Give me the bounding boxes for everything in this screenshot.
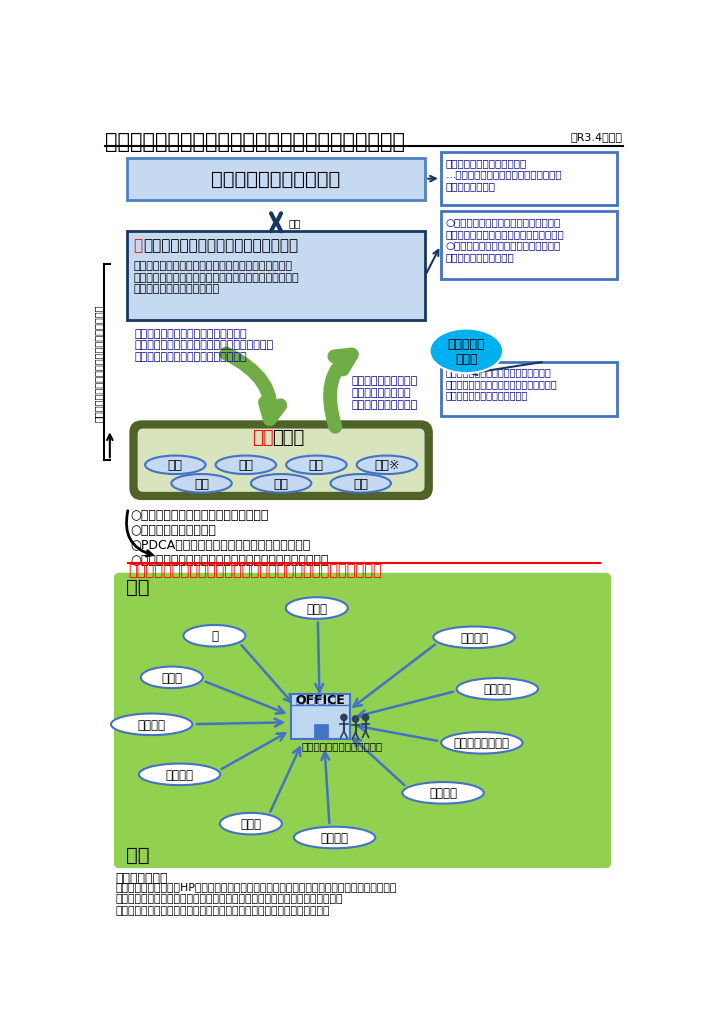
Ellipse shape — [331, 475, 391, 493]
Ellipse shape — [145, 457, 206, 475]
Text: ○健康長寿しまね推進会議の中で特に働
　き盛り世代と関連が強い団体により構成
○働き盛り世代の健康づくりを中心に取
　り組みを推進する母体: ○健康長寿しまね推進会議の中で特に働 き盛り世代と関連が強い団体により構成 ○働… — [446, 217, 564, 262]
FancyBboxPatch shape — [441, 212, 618, 280]
Ellipse shape — [294, 826, 375, 849]
Ellipse shape — [434, 627, 515, 648]
Text: 県央: 県央 — [274, 477, 288, 490]
Ellipse shape — [183, 626, 245, 647]
Text: 協議会: 協議会 — [272, 429, 304, 446]
Text: 連携: 連携 — [288, 218, 301, 228]
Text: 県民の健康づくりの推進母体
…県民、行政、団体が三位一体となった
　県民運動を展開: 県民の健康づくりの推進母体 …県民、行政、団体が三位一体となった 県民運動を展開 — [446, 158, 562, 191]
Text: 益田: 益田 — [353, 477, 368, 490]
Text: （R3.4現在）: （R3.4現在） — [571, 131, 623, 142]
Text: OFFICE: OFFICE — [296, 694, 345, 706]
FancyBboxPatch shape — [115, 575, 610, 867]
Text: 島根県地域・職域連携健康づくり推進協議会: 島根県地域・職域連携健康づくり推進協議会 — [93, 305, 103, 422]
Ellipse shape — [441, 733, 522, 754]
Text: 県協議会の補佐機能をもつ（協議会の検
討事項の托議、具体的な連携事業の調整、
圏域協議会連携事業の調整等）: 県協議会の補佐機能をもつ（協議会の検 討事項の托議、具体的な連携事業の調整、 圏… — [446, 367, 557, 400]
Text: 地域: 地域 — [126, 578, 149, 596]
Text: 浜田: 浜田 — [309, 459, 324, 472]
FancyBboxPatch shape — [127, 158, 425, 201]
Text: 職域: 職域 — [126, 845, 149, 864]
Ellipse shape — [286, 457, 347, 475]
Text: 島根県地域・職域連携健康づくり推進協議会の全体像: 島根県地域・職域連携健康づくり推進協議会の全体像 — [105, 131, 405, 152]
Text: 市町村: 市町村 — [306, 602, 327, 614]
Text: 地域・職域連携健康づくり推進協議会: 地域・職域連携健康づくり推進協議会 — [143, 237, 298, 253]
Text: ＜取り組み例＞: ＜取り組み例＞ — [115, 871, 168, 884]
Ellipse shape — [286, 598, 348, 620]
FancyBboxPatch shape — [291, 695, 350, 739]
Text: 保健所: 保健所 — [161, 672, 183, 684]
Ellipse shape — [141, 666, 203, 689]
Ellipse shape — [251, 475, 312, 493]
Circle shape — [341, 714, 347, 720]
Text: ・効果的な情報提供（HPの充実・活用、関係機関の広報媒体の相互活用、健診の場の活用等）
・関係機関が事業を個々に実施するのではなく相互に協力・活用した取り組み
: ・効果的な情報提供（HPの充実・活用、関係機関の広報媒体の相互活用、健診の場の活… — [115, 881, 397, 915]
Circle shape — [362, 714, 369, 720]
Text: 経営団体: 経営団体 — [429, 787, 457, 800]
Ellipse shape — [457, 679, 538, 700]
Text: 職能団体: 職能団体 — [484, 683, 511, 696]
Text: 地区組織: 地区組織 — [460, 631, 488, 644]
FancyBboxPatch shape — [441, 153, 618, 206]
Text: ・都道府県の重点方針等の提示・共有
・各圏域の事業や課題の把握、情報交換・共有
・全国的な好事例等の情報提供・共有: ・都道府県の重点方針等の提示・共有 ・各圏域の事業や課題の把握、情報交換・共有 … — [135, 328, 274, 362]
Text: ・県協議会等への参画
・広域的な調整依頼
・事業や課題等の報告: ・県協議会等への参画 ・広域的な調整依頼 ・事業や課題等の報告 — [352, 376, 418, 410]
Ellipse shape — [216, 457, 276, 475]
Circle shape — [352, 716, 359, 722]
Ellipse shape — [220, 813, 282, 835]
Text: 松江: 松江 — [168, 459, 183, 472]
FancyBboxPatch shape — [130, 422, 431, 499]
Ellipse shape — [139, 764, 220, 786]
FancyBboxPatch shape — [137, 428, 425, 493]
Text: 県: 県 — [211, 630, 218, 643]
FancyBboxPatch shape — [329, 697, 336, 704]
Text: 地域と職域が連携して事業所の健康づくりの支援に取り組む！！: 地域と職域が連携して事業所の健康づくりの支援に取り組む！！ — [128, 562, 382, 578]
FancyBboxPatch shape — [307, 697, 314, 704]
Text: 協同組合: 協同組合 — [137, 718, 166, 731]
Text: 圏域: 圏域 — [252, 429, 273, 446]
Text: 出雲: 出雲 — [238, 459, 253, 472]
Text: 民間企業: 民間企業 — [321, 832, 348, 844]
Text: 健康長寿しまね推進会議: 健康長寿しまね推進会議 — [212, 170, 341, 190]
Ellipse shape — [357, 457, 417, 475]
Text: 働き盛り世代における健康課題の明確化及び共有化を
図り、各機関が連携し働き盛り世代の健康実態改善のた
めの具体的な取組を推進する: 働き盛り世代における健康課題の明確化及び共有化を 図り、各機関が連携し働き盛り世… — [133, 261, 299, 293]
Ellipse shape — [403, 783, 484, 804]
FancyBboxPatch shape — [441, 363, 618, 416]
Text: 健診機関: 健診機関 — [166, 768, 194, 782]
Ellipse shape — [429, 329, 503, 374]
Text: ワーキング
チーム: ワーキング チーム — [448, 337, 485, 366]
FancyBboxPatch shape — [127, 231, 425, 321]
Text: 雲南: 雲南 — [194, 477, 209, 490]
FancyBboxPatch shape — [317, 697, 324, 704]
Text: 産業保健支援機関: 産業保健支援機関 — [454, 737, 510, 750]
FancyBboxPatch shape — [314, 723, 328, 739]
Text: ○地域・職域連携のメリットの共通認識
○協議会の効果的な運営
○PDCAサイクルに基づいた具体的な取組の展開
○しまね健康寿命延伸プロジェクトと連動した取組の強: ○地域・職域連携のメリットの共通認識 ○協議会の効果的な運営 ○PDCAサイクル… — [130, 508, 329, 567]
FancyBboxPatch shape — [296, 697, 303, 704]
Text: 県: 県 — [133, 237, 142, 253]
Ellipse shape — [171, 475, 232, 493]
Text: 隠岐※: 隠岐※ — [374, 459, 400, 472]
Ellipse shape — [111, 714, 192, 736]
Text: 「働き盛り世代」「事業場」: 「働き盛り世代」「事業場」 — [302, 741, 383, 750]
Text: 保険者: 保険者 — [240, 817, 262, 830]
